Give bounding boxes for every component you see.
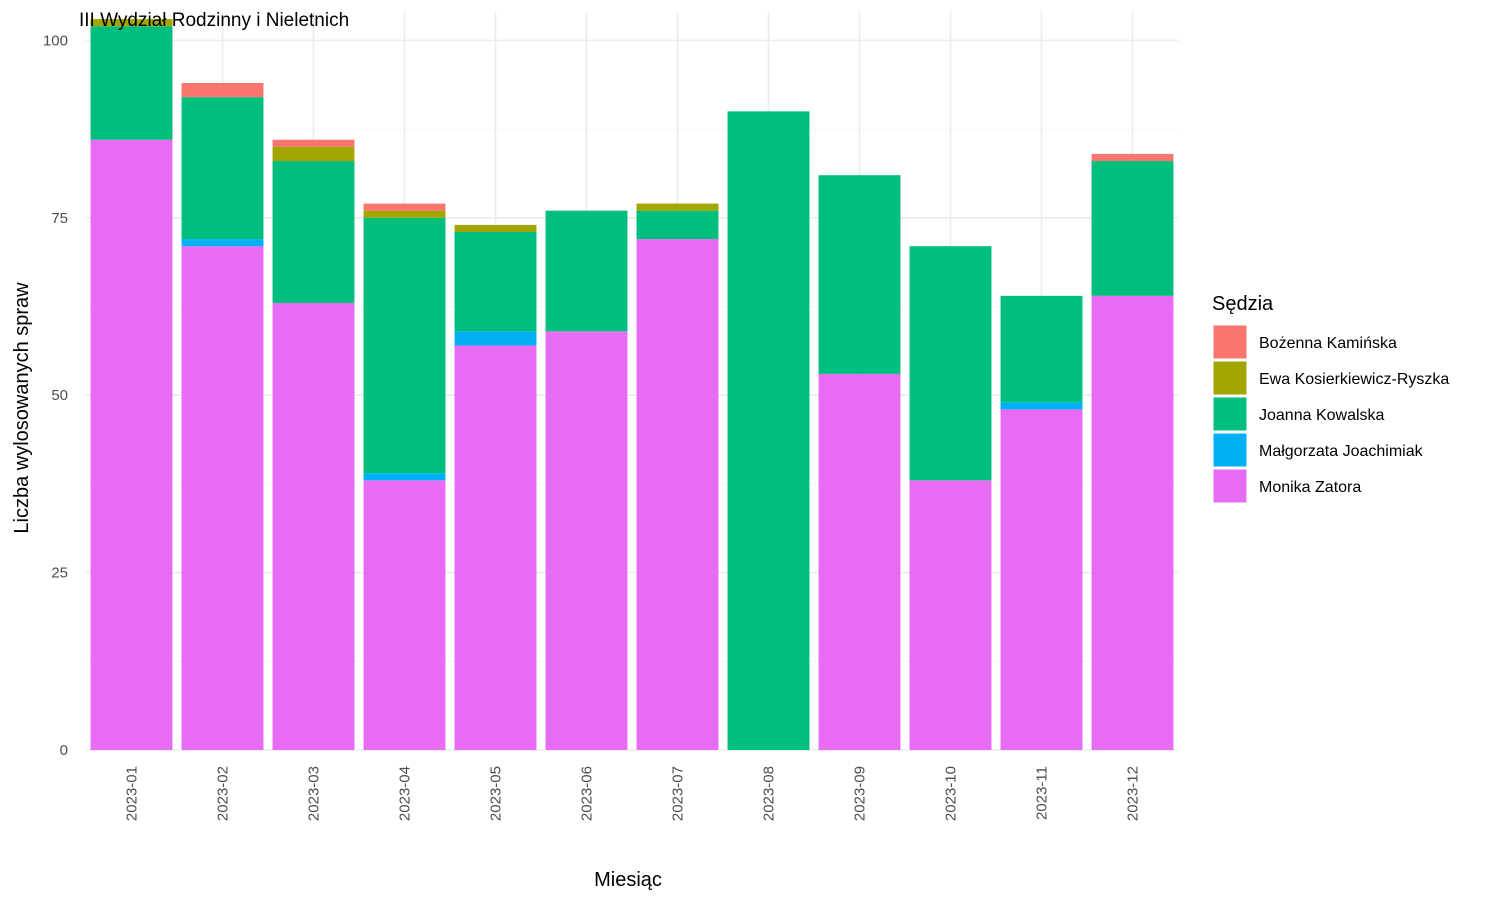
bar-segment — [90, 26, 173, 140]
legend-label: Ewa Kosierkiewicz-Ryszka — [1259, 371, 1449, 388]
legend-swatch — [1212, 432, 1248, 468]
bar-segment — [363, 217, 446, 474]
x-tick-label: 2023-04 — [397, 766, 414, 821]
bar-segment — [272, 146, 355, 162]
bar-segment — [1000, 409, 1083, 750]
bar-segment — [1000, 402, 1083, 410]
y-tick-label: 50 — [51, 387, 68, 404]
legend-swatch — [1212, 396, 1248, 432]
legend-swatch — [1212, 468, 1248, 504]
bar-segment — [363, 203, 446, 211]
legend-title: Sędzia — [1212, 293, 1274, 315]
y-tick-label: 25 — [51, 565, 68, 582]
legend: Sędzia Bożenna Kamińska Ewa Kosierkiewicz… — [1212, 293, 1449, 504]
legend-label: Monika Zatora — [1259, 479, 1361, 496]
bars — [90, 19, 1174, 751]
legend-label: Joanna Kowalska — [1259, 407, 1385, 424]
bar-segment — [1091, 153, 1174, 162]
x-axis-ticks: 2023-01 2023-02 2023-03 2023-04 2023-05 2023-… — [124, 766, 1142, 821]
legend-swatch — [1212, 324, 1248, 360]
bar-segment — [636, 239, 719, 751]
bar-segment — [545, 331, 628, 750]
x-tick-label: 2023-05 — [488, 766, 505, 821]
bar-segment — [818, 175, 901, 374]
x-axis-title: Miesiąc — [594, 869, 662, 891]
legend-label: Bożenna Kamińska — [1259, 335, 1397, 352]
bar-segment — [727, 111, 810, 751]
bar-segment — [272, 161, 355, 303]
bar-segment — [181, 97, 264, 240]
x-tick-label: 2023-06 — [579, 766, 596, 821]
bar-segment — [909, 480, 992, 750]
bar-segment — [1091, 295, 1174, 750]
y-axis-ticks: 0 25 50 75 100 — [43, 32, 68, 759]
x-tick-label: 2023-08 — [761, 766, 778, 821]
chart-title: III Wydział Rodzinny i Nieletnich — [79, 10, 349, 31]
y-tick-label: 100 — [43, 32, 68, 49]
bar-segment — [363, 210, 446, 218]
bar-segment — [1091, 161, 1174, 296]
bar-segment — [272, 302, 355, 750]
bar-segment — [1000, 295, 1083, 403]
bar-segment — [545, 210, 628, 332]
x-tick-label: 2023-01 — [124, 766, 141, 821]
y-tick-label: 0 — [60, 742, 68, 759]
bar-segment — [818, 373, 901, 750]
bar-segment — [363, 480, 446, 750]
bar-segment — [363, 473, 446, 481]
x-tick-label: 2023-07 — [670, 766, 687, 821]
x-tick-label: 2023-03 — [306, 766, 323, 821]
x-tick-label: 2023-02 — [215, 766, 232, 821]
bar-segment — [454, 345, 537, 750]
bar-segment — [90, 19, 173, 27]
bar-segment — [636, 210, 719, 240]
bar-segment — [454, 231, 537, 332]
bar-segment — [909, 246, 992, 481]
bar-segment — [272, 139, 355, 147]
bar-segment — [181, 82, 264, 98]
bar-segment — [181, 246, 264, 750]
legend-swatch — [1212, 360, 1248, 396]
x-tick-label: 2023-09 — [852, 766, 869, 821]
y-tick-label: 75 — [51, 210, 68, 227]
x-tick-label: 2023-11 — [1034, 766, 1051, 820]
bar-segment — [90, 139, 173, 750]
bar-segment — [636, 203, 719, 211]
legend-label: Małgorzata Joachimiak — [1259, 443, 1424, 460]
x-tick-label: 2023-10 — [943, 766, 960, 821]
bar-segment — [454, 224, 537, 232]
bar-segment — [181, 239, 264, 247]
bar-segment — [454, 331, 537, 346]
y-axis-title: Liczba wylosowanych spraw — [11, 282, 33, 534]
x-tick-label: 2023-12 — [1125, 766, 1142, 821]
